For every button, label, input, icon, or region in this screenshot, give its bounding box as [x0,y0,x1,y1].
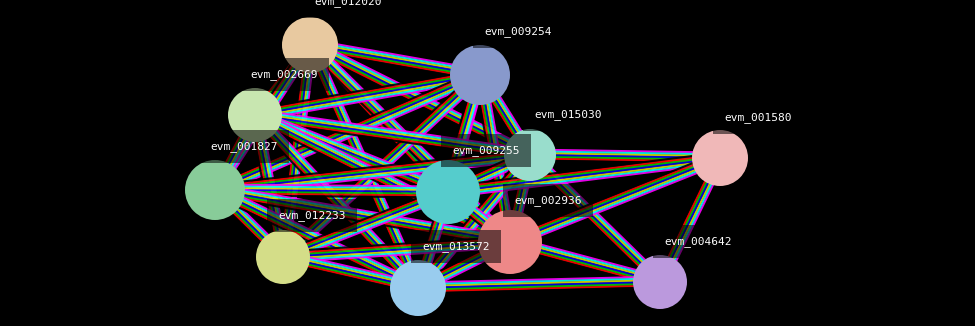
Text: evm_001580: evm_001580 [724,112,792,123]
Ellipse shape [633,255,687,309]
Text: evm_002669: evm_002669 [250,69,318,80]
Ellipse shape [228,88,282,142]
Ellipse shape [478,210,542,274]
Ellipse shape [185,160,245,220]
Text: evm_004642: evm_004642 [664,236,731,247]
Ellipse shape [504,129,556,181]
Text: evm_001827: evm_001827 [210,141,278,152]
Ellipse shape [256,230,310,284]
Ellipse shape [416,160,480,224]
Ellipse shape [692,130,748,186]
Ellipse shape [450,45,510,105]
Text: evm_009255: evm_009255 [452,145,520,156]
Text: evm_002936: evm_002936 [514,195,581,206]
Text: evm_009254: evm_009254 [484,26,552,37]
Ellipse shape [390,260,446,316]
Text: evm_015030: evm_015030 [534,109,602,120]
Text: evm_012233: evm_012233 [278,210,345,221]
Text: evm_012020: evm_012020 [314,0,381,7]
Text: evm_013572: evm_013572 [422,241,489,252]
Ellipse shape [282,17,338,73]
